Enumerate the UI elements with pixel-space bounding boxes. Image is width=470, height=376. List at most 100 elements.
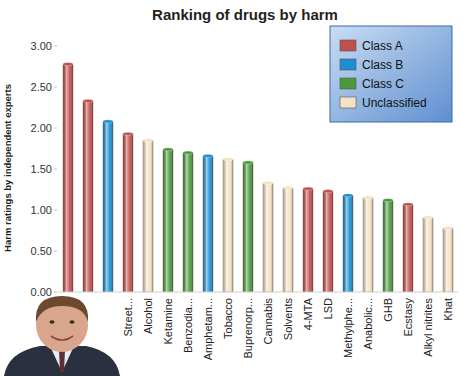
x-tick-label: Ecstasy	[402, 298, 414, 337]
bar-cap	[163, 148, 173, 151]
x-tick-label: Alcohol	[142, 298, 154, 334]
portrait-tie	[59, 350, 65, 372]
x-tick-label: Buprenorp...	[242, 298, 254, 359]
bar-shine	[103, 121, 113, 292]
bar-shine	[403, 204, 413, 292]
legend-swatch	[340, 59, 356, 70]
x-tick-label: Amphetam...	[202, 298, 214, 360]
legend-swatch	[340, 78, 356, 89]
bar-cap	[143, 139, 153, 142]
bar-cap	[123, 132, 133, 135]
y-tick	[54, 128, 57, 129]
bar	[423, 217, 433, 292]
y-tick-label: 1.50	[31, 163, 52, 175]
bar-shine	[223, 159, 233, 292]
y-tick	[54, 169, 57, 170]
bar	[123, 134, 133, 292]
bar-cap	[443, 226, 453, 229]
bar-shine	[303, 189, 313, 292]
bar	[323, 191, 333, 292]
bar	[63, 64, 73, 292]
portrait-eye	[70, 320, 75, 324]
bar	[183, 153, 193, 292]
bar-shine	[343, 195, 353, 292]
x-tick-label: LSD	[322, 298, 334, 319]
y-tick-label: 1.00	[31, 204, 52, 216]
x-tick-label: Cannabis	[262, 298, 274, 345]
title: Ranking of drugs by harm	[152, 6, 338, 23]
y-tick-label: 2.00	[31, 122, 52, 134]
bar-shine	[203, 156, 213, 292]
bar	[103, 121, 113, 292]
x-tick-label: Solvents	[282, 298, 294, 341]
bar-cap	[423, 216, 433, 219]
bar	[363, 198, 373, 292]
bar-cap	[263, 181, 273, 184]
x-tick-label: GHB	[382, 298, 394, 322]
x-tick-label: Alkyl nitrites	[422, 298, 434, 357]
x-tick-label: Khat	[442, 298, 454, 321]
bar-cap	[243, 161, 253, 164]
bar-cap	[363, 196, 373, 199]
y-tick-label: 0.00	[31, 286, 52, 298]
bar-shine	[363, 198, 373, 292]
chart: Ranking of drugs by harm Harm ratings by …	[0, 0, 470, 376]
portrait-photo	[4, 296, 120, 376]
bar-shine	[323, 191, 333, 292]
bar-cap	[63, 62, 73, 65]
bar-cap	[343, 194, 353, 197]
bar	[83, 101, 93, 292]
bar-cap	[103, 120, 113, 123]
y-tick	[54, 251, 57, 252]
legend-label: Unclassified	[362, 96, 427, 110]
bar	[343, 195, 353, 292]
x-tick-label: Anabolic...	[362, 298, 374, 349]
bar	[263, 183, 273, 292]
bar	[243, 162, 253, 292]
bar-cap	[303, 187, 313, 190]
legend-swatch	[340, 40, 356, 51]
y-tick-label: 0.50	[31, 245, 52, 257]
bar-cap	[83, 99, 93, 102]
x-tick-label: Methylphe...	[342, 298, 354, 358]
bar	[163, 149, 173, 292]
bar	[143, 140, 153, 292]
y-tick	[54, 292, 57, 293]
y-tick-label: 3.00	[31, 40, 52, 52]
legend-box	[330, 26, 452, 122]
legend: Class AClass BClass CUnclassified	[330, 26, 452, 122]
bar-shine	[83, 101, 93, 292]
x-axis-line	[58, 292, 458, 293]
bar-shine	[143, 140, 153, 292]
y-axis-label: Harm ratings by independent experts	[2, 84, 13, 252]
legend-label: Class B	[362, 58, 403, 72]
bar-shine	[243, 162, 253, 292]
portrait-hair	[36, 296, 88, 322]
bar-cap	[383, 199, 393, 202]
bar-shine	[283, 188, 293, 292]
y-tick	[54, 210, 57, 211]
bar	[203, 156, 213, 292]
bar-shine	[63, 64, 73, 292]
bar	[383, 200, 393, 292]
bar-cap	[223, 158, 233, 161]
bar-shine	[263, 183, 273, 292]
x-tick-label: Street...	[122, 298, 134, 337]
bar-cap	[323, 190, 333, 193]
y-tick	[54, 87, 57, 88]
y-tick	[54, 46, 57, 47]
legend-swatch	[340, 97, 356, 108]
bar-cap	[183, 151, 193, 154]
legend-label: Class C	[362, 77, 404, 91]
bar	[303, 189, 313, 292]
bar	[403, 204, 413, 292]
bar	[283, 188, 293, 292]
x-tick-label: 4-MTA	[302, 297, 314, 330]
x-tick-label: Ketamine	[162, 298, 174, 344]
x-tick-label: Benzodia...	[182, 298, 194, 353]
portrait-eye	[50, 320, 55, 324]
bar	[223, 159, 233, 292]
x-tick-label: Tobacco	[222, 298, 234, 339]
bar-cap	[283, 186, 293, 189]
bar-shine	[423, 217, 433, 292]
